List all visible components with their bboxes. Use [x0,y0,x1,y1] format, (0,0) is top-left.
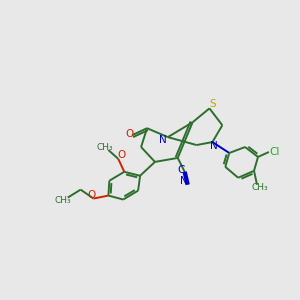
Text: CH₃: CH₃ [96,142,113,152]
Text: CH₃: CH₃ [252,183,268,192]
Text: Cl: Cl [270,147,280,157]
Text: N: N [209,141,217,151]
Text: S: S [209,99,216,110]
Text: CH₃: CH₃ [55,196,71,205]
Text: O: O [87,190,96,200]
Text: C: C [177,165,184,175]
Text: O: O [117,150,125,160]
Text: O: O [125,129,133,139]
Text: N: N [159,135,167,145]
Text: N: N [180,176,188,186]
